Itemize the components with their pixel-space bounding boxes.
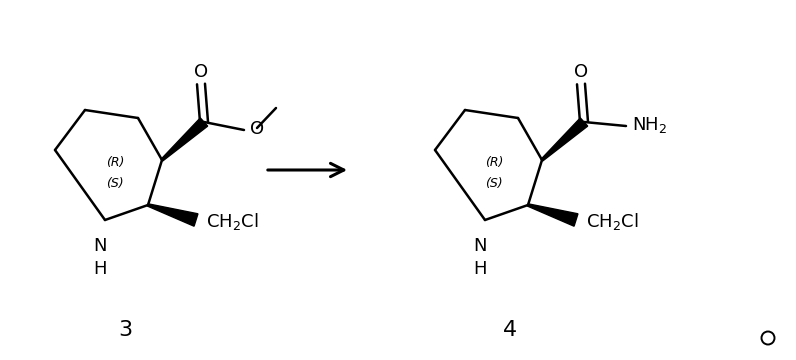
Text: O: O [194,63,208,81]
Text: O: O [574,63,588,81]
Polygon shape [528,204,578,226]
Text: (S): (S) [106,176,124,189]
Polygon shape [162,118,208,161]
Text: NH$_2$: NH$_2$ [632,115,667,135]
Text: (R): (R) [106,156,124,168]
Polygon shape [147,204,198,226]
Text: N: N [93,237,107,255]
Text: H: H [474,260,486,278]
Text: 3: 3 [118,320,132,340]
Text: (R): (R) [485,156,503,168]
Polygon shape [541,118,587,161]
Text: 4: 4 [503,320,517,340]
Text: O: O [250,120,264,138]
Text: CH$_2$Cl: CH$_2$Cl [206,211,259,231]
Text: (S): (S) [486,176,503,189]
Text: CH$_2$Cl: CH$_2$Cl [586,211,638,231]
Text: N: N [474,237,486,255]
Text: H: H [93,260,107,278]
